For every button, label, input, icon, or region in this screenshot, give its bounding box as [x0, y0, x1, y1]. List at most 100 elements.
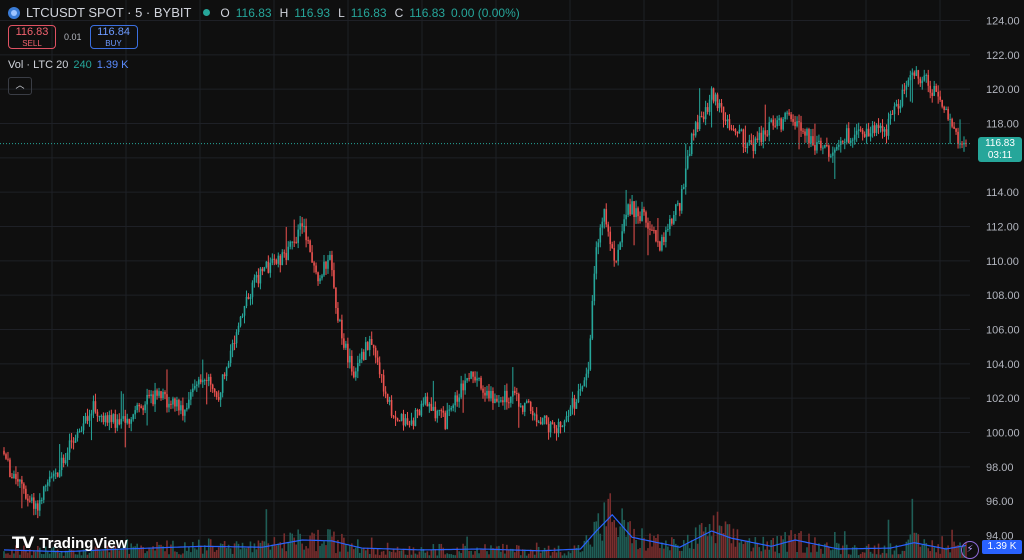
volume-bar [307, 548, 309, 558]
lightning-icon[interactable]: ⚡ [961, 541, 979, 559]
volume-bar [374, 554, 377, 558]
volume-bar [694, 527, 697, 558]
candle-body [184, 409, 186, 416]
candle-body [571, 398, 574, 408]
candle-body [126, 418, 129, 423]
volume-bar [263, 541, 266, 558]
price-axis[interactable]: 94.00 96.00 98.00 100.00 102.00 104.00 106.00 1… [986, 16, 1020, 543]
volume-bar [778, 553, 780, 558]
volume-bar [339, 551, 341, 558]
volume-bar [615, 527, 617, 558]
last-price-value: 116.83 [985, 137, 1015, 149]
collapse-legend-button[interactable]: ︿ [8, 77, 32, 95]
candle-body [362, 351, 365, 360]
volume-bar [408, 546, 411, 558]
candle-body [867, 128, 870, 137]
volume-bar [901, 550, 904, 558]
candles [3, 66, 967, 519]
volume-bar [597, 513, 600, 558]
candle-body [611, 244, 614, 249]
candle-body [740, 129, 743, 131]
candle-body [412, 420, 415, 426]
candle-body [782, 119, 784, 130]
volume-bar [412, 547, 415, 558]
volume-bar [502, 543, 504, 558]
volume-bar [770, 540, 773, 558]
candle-body [784, 113, 786, 120]
candle-body [899, 105, 902, 109]
candle-body [295, 241, 297, 243]
candle-body [859, 129, 862, 131]
volume-bar [349, 545, 351, 558]
volume-bar [106, 545, 109, 558]
candle-body [33, 497, 35, 509]
volume-bar [319, 545, 321, 558]
candle-body [353, 371, 355, 378]
candle-body [106, 415, 109, 423]
candle-body [164, 391, 166, 395]
candle-body [820, 140, 822, 148]
sell-button[interactable]: 116.83 SELL [8, 25, 56, 49]
volume-bar [708, 523, 711, 558]
volume-bar [21, 550, 23, 558]
candle-body [382, 375, 385, 392]
volume-bar [295, 544, 297, 558]
volume-bar [521, 549, 524, 558]
low-label: L [338, 5, 345, 20]
candle-body [488, 390, 490, 399]
volume-bar [941, 536, 943, 558]
volume-bar [639, 547, 641, 558]
candle-body [613, 248, 615, 261]
volume-bar [913, 532, 916, 558]
candle-body [686, 155, 689, 169]
volume-bar [933, 547, 935, 558]
candle-body [502, 400, 504, 403]
buy-button[interactable]: 116.84 BUY [89, 25, 138, 49]
volume-bar [849, 554, 852, 558]
volume-bar [291, 533, 294, 558]
candle-body [470, 371, 472, 379]
candle-body [826, 145, 828, 147]
volume-bar [830, 550, 832, 558]
candle-body [347, 343, 349, 363]
candle-body [333, 270, 335, 288]
candle-body [788, 112, 790, 115]
tradingview-brand[interactable]: 𝗧𝗩 TradingView [12, 533, 127, 553]
volume-bar [358, 552, 361, 558]
candle-body [66, 452, 69, 460]
volume-bar [454, 555, 456, 558]
volume-bar [162, 546, 164, 558]
candle-body [52, 473, 55, 477]
volume-bar [140, 545, 142, 558]
candle-body [209, 376, 212, 385]
buy-label: BUY [105, 39, 122, 48]
volume-bar [869, 551, 872, 558]
volume-bar [384, 554, 387, 558]
candle-body [943, 106, 945, 110]
volume-bar [712, 515, 715, 558]
volume-bar [820, 548, 822, 558]
candle-body [317, 272, 319, 282]
y-tick-label: 122.00 [986, 50, 1020, 62]
candle-body [60, 457, 63, 471]
volume-bar [436, 555, 439, 558]
volume-bar [631, 543, 633, 558]
candle-body [424, 396, 427, 404]
volume-bar [305, 546, 307, 558]
candle-body [472, 371, 474, 377]
market-status-icon [203, 9, 211, 16]
brand-name: TradingView [39, 534, 128, 552]
volume-bar [806, 547, 808, 558]
volume-bar [561, 555, 564, 558]
volume-bar [257, 540, 260, 558]
candle-body [609, 231, 612, 245]
candle-body [319, 278, 321, 282]
volume-bar [468, 550, 470, 558]
volume-bar [603, 502, 606, 558]
volume-bar [533, 554, 536, 558]
candle-body [327, 259, 329, 269]
volume-legend[interactable]: Vol · LTC 20 240 1.39 K [8, 59, 129, 71]
candle-body [438, 410, 441, 412]
symbol-title[interactable]: LTCUSDT SPOT · 5 · BYBIT [26, 5, 192, 20]
